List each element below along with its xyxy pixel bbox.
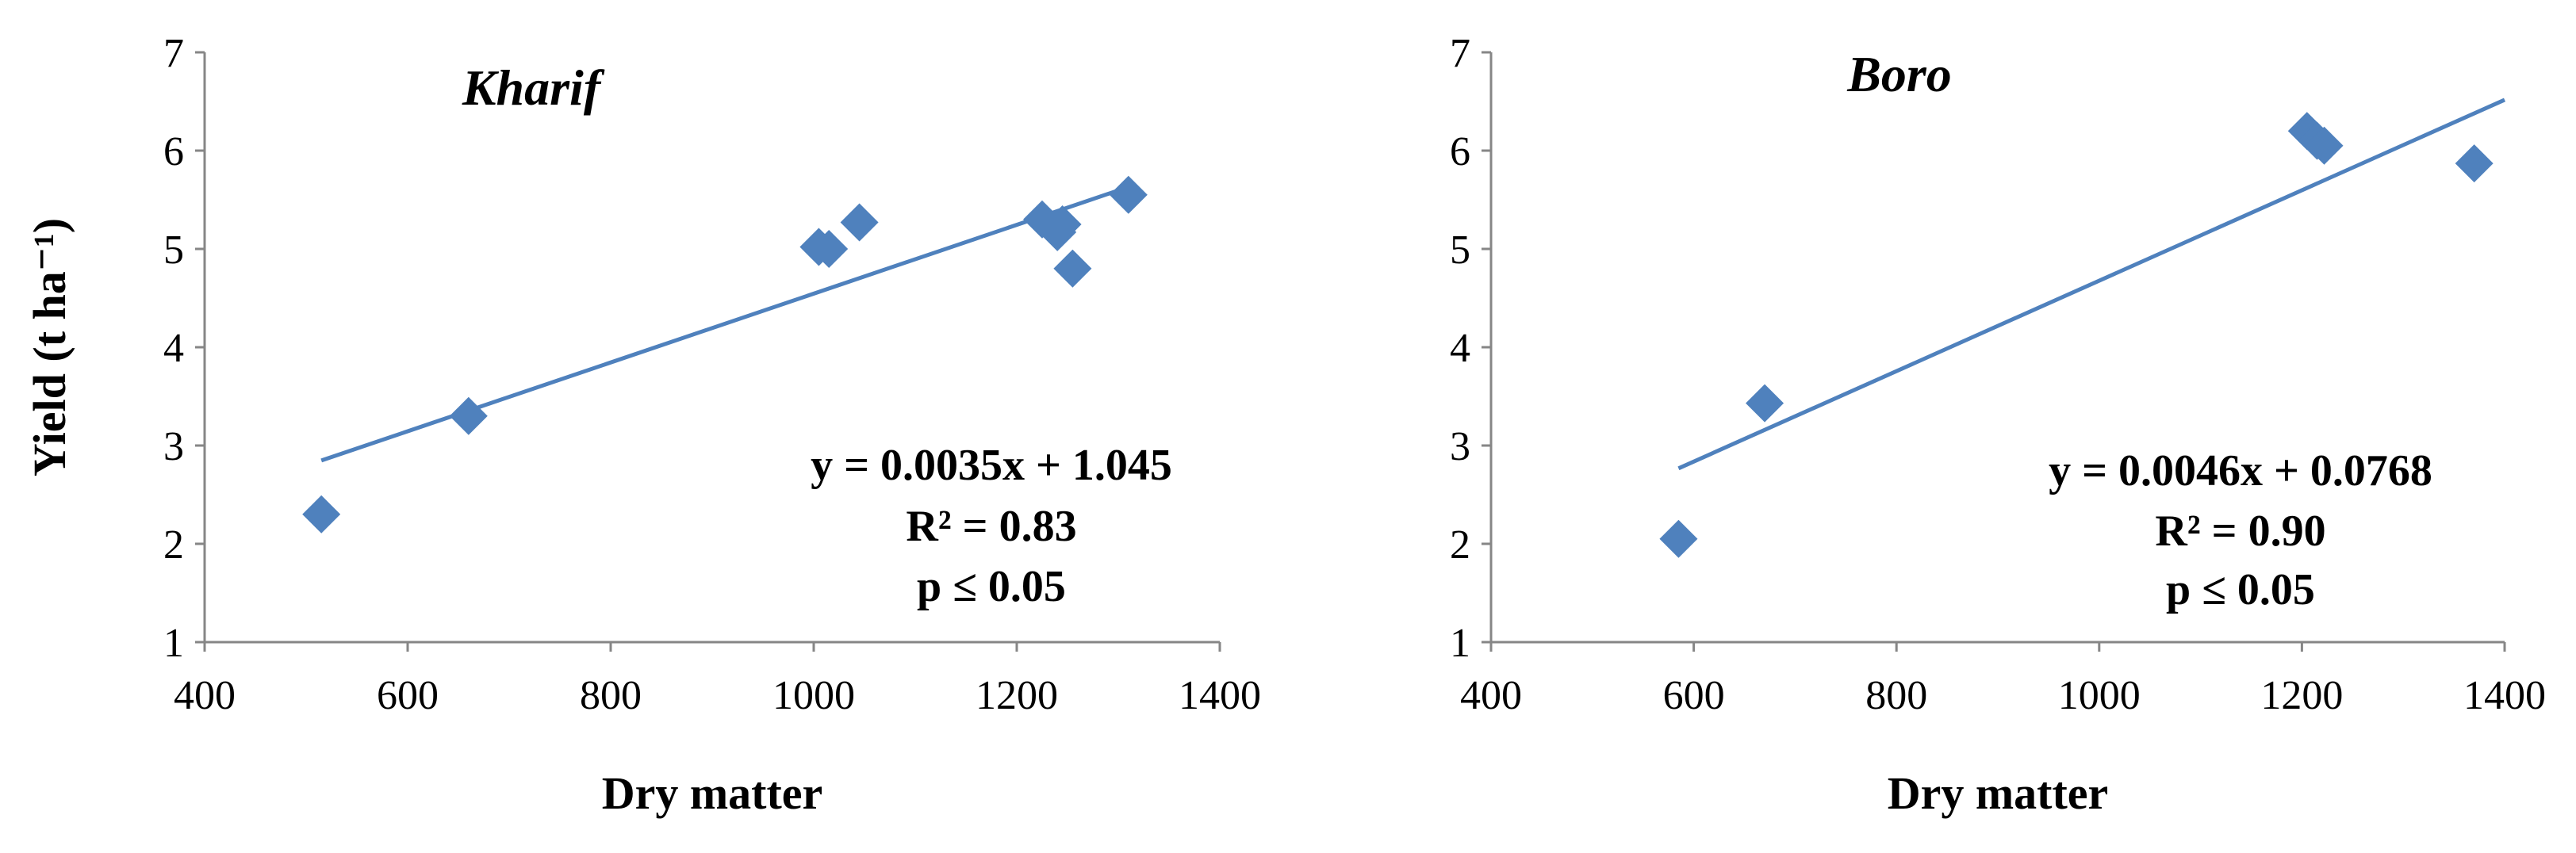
- y-tick-label: 1: [1450, 621, 1470, 666]
- y-tick-label: 4: [1450, 326, 1470, 371]
- data-point: [840, 203, 879, 242]
- x-axis-title: Dry matter: [1888, 767, 2109, 819]
- data-point: [1043, 205, 1082, 243]
- x-axis-title: Dry matter: [602, 767, 823, 819]
- regression-annotation-line: y = 0.0035x + 1.045: [811, 441, 1172, 490]
- y-axis-title: Yield (t ha⁻¹): [24, 218, 75, 476]
- data-point: [2455, 144, 2494, 183]
- trendline: [1677, 98, 2506, 471]
- x-tick-label: 800: [580, 673, 642, 718]
- data-point: [1659, 519, 1698, 558]
- y-tick-label: 5: [1450, 228, 1470, 273]
- data-point: [1109, 175, 1148, 214]
- x-tick-label: 1000: [772, 673, 855, 718]
- x-tick-label: 1400: [2463, 673, 2546, 718]
- data-point: [810, 230, 849, 268]
- y-tick-label: 3: [1450, 424, 1470, 469]
- y-tick-label: 2: [163, 522, 184, 568]
- y-tick-label: 6: [163, 129, 184, 174]
- chart-panel-1: 1 2 3 4 5 6 7 400 600 800 1000 1200 1400 Dry matter Yi…: [24, 31, 1261, 819]
- x-tick-label: 1400: [1179, 673, 1261, 718]
- regression-annotation-line: p ≤ 0.05: [2166, 565, 2315, 614]
- x-tick-label: 400: [174, 673, 236, 718]
- y-tick-label: 7: [1450, 31, 1470, 76]
- trendline: [320, 185, 1129, 463]
- y-tick-label: 2: [1450, 522, 1470, 568]
- y-tick-label: 5: [163, 228, 184, 273]
- x-tick-label: 1000: [2058, 673, 2141, 718]
- regression-annotation-line: R² = 0.83: [906, 502, 1076, 551]
- x-tick-label: 600: [1663, 673, 1725, 718]
- data-point: [302, 495, 341, 534]
- data-point: [2305, 126, 2344, 165]
- x-tick-label: 400: [1460, 673, 1522, 718]
- x-tick-label: 1200: [976, 673, 1058, 718]
- data-point: [1746, 384, 1784, 423]
- y-tick-label: 3: [163, 424, 184, 469]
- y-tick-label: 7: [163, 31, 184, 76]
- data-point: [1053, 249, 1092, 288]
- regression-annotation-line: R² = 0.90: [2155, 507, 2325, 556]
- chart-title: Kharif: [462, 59, 605, 116]
- data-point: [449, 396, 488, 435]
- y-tick-label: 1: [163, 621, 184, 666]
- y-tick-label: 4: [163, 326, 184, 371]
- x-tick-label: 1200: [2260, 673, 2343, 718]
- x-tick-label: 800: [1865, 673, 1927, 718]
- y-tick-label: 6: [1450, 129, 1470, 174]
- regression-annotation-line: y = 0.0046x + 0.0768: [2049, 446, 2432, 495]
- chart-title: Boro: [1846, 46, 1952, 102]
- x-tick-label: 600: [377, 673, 439, 718]
- regression-annotation-line: p ≤ 0.05: [917, 562, 1066, 611]
- chart-panel-2: 1 2 3 4 5 6 7 400 600 800 1000 1200 1400 Dry matter Bo…: [1450, 31, 2546, 819]
